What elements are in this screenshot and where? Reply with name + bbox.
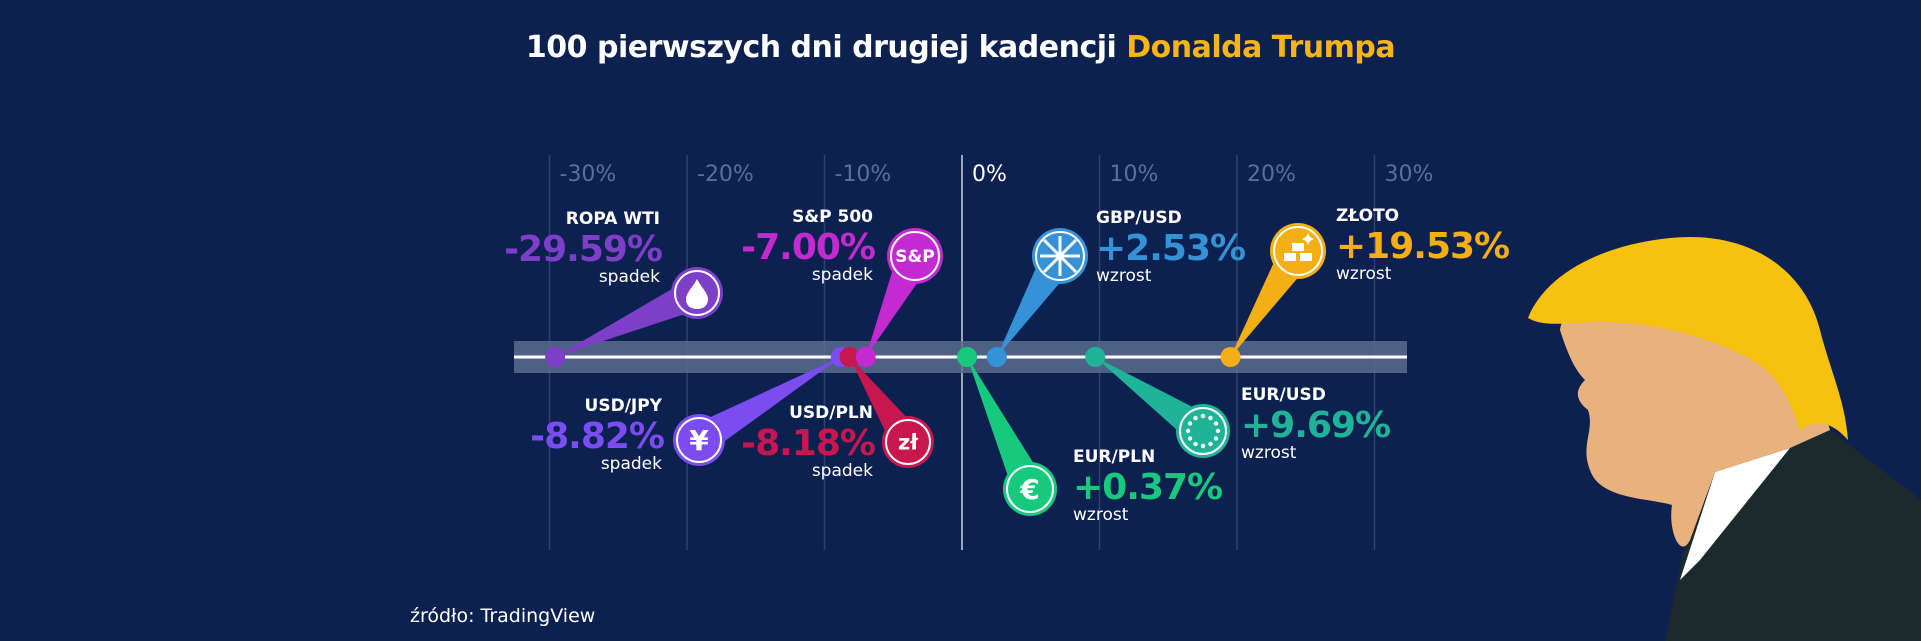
series-name: EUR/PLN bbox=[1073, 447, 1155, 467]
callout-ring bbox=[1006, 465, 1054, 513]
data-point bbox=[855, 347, 876, 367]
callout-ring bbox=[676, 417, 722, 463]
series-name: EUR/USD bbox=[1241, 385, 1326, 405]
series-name: ZŁOTO bbox=[1336, 206, 1399, 226]
direction-label: wzrost bbox=[1096, 266, 1152, 286]
direction-label: spadek bbox=[812, 461, 873, 481]
data-label: -7.00% bbox=[741, 227, 875, 268]
direction-label: wzrost bbox=[1241, 443, 1297, 463]
eu-stars-icon bbox=[1185, 413, 1221, 449]
callout-stem bbox=[690, 357, 841, 454]
series-name: S&P 500 bbox=[792, 207, 873, 227]
data-label: +0.37% bbox=[1073, 467, 1222, 508]
callout-badge bbox=[882, 416, 934, 468]
callout-badge bbox=[673, 414, 725, 466]
callout-badge bbox=[1003, 462, 1057, 516]
callout-stem bbox=[967, 357, 1046, 497]
series-name: USD/PLN bbox=[789, 403, 873, 423]
zloty-icon: zł bbox=[898, 431, 919, 455]
chart-title: 100 pierwszych dni drugiej kadencji Dona… bbox=[0, 30, 1921, 65]
icon-glyph: S&P bbox=[895, 247, 935, 267]
oil-drop-icon bbox=[686, 279, 708, 309]
data-point bbox=[1085, 347, 1106, 367]
icon-glyph: ¥ bbox=[689, 424, 709, 457]
data-point bbox=[986, 347, 1007, 367]
series-name: USD/JPY bbox=[585, 396, 663, 416]
callout-badge bbox=[1176, 404, 1230, 458]
data-label: -29.59% bbox=[504, 229, 662, 270]
tick-label: -30% bbox=[560, 162, 617, 187]
callout-ring bbox=[1035, 231, 1085, 281]
callout: S&P S&P 500-7.00%spadek bbox=[741, 207, 943, 367]
callout: € EUR/PLN+0.37%wzrost bbox=[957, 347, 1223, 525]
data-label: +2.53% bbox=[1096, 228, 1245, 269]
sp-icon: S&P bbox=[895, 247, 935, 267]
callout-ring bbox=[1179, 407, 1227, 455]
tick-labels: -30% -20% -10% 0% 10% 20% 30% bbox=[560, 162, 1434, 187]
data-point bbox=[839, 347, 860, 367]
data-point bbox=[545, 347, 566, 367]
callout-stem bbox=[555, 278, 704, 357]
uk-flag-icon bbox=[1040, 236, 1080, 276]
tick-label: 10% bbox=[1110, 162, 1159, 187]
callout-ring bbox=[674, 270, 720, 316]
direction-label: spadek bbox=[812, 265, 873, 285]
data-label: +9.69% bbox=[1241, 405, 1390, 446]
tick-label: 20% bbox=[1247, 162, 1296, 187]
icon-glyph: € bbox=[1019, 473, 1039, 506]
euro-icon: € bbox=[1019, 473, 1039, 506]
callout: ZŁOTO+19.53%wzrost bbox=[1220, 206, 1510, 367]
callout-ring bbox=[890, 231, 940, 281]
series-name: GBP/USD bbox=[1096, 208, 1182, 228]
callout: EUR/USD+9.69%wzrost bbox=[1085, 347, 1391, 463]
callout-ring bbox=[885, 419, 931, 465]
callout-badge bbox=[887, 228, 943, 284]
source-note: źródło: TradingView bbox=[410, 605, 596, 627]
data-label: +19.53% bbox=[1336, 226, 1509, 267]
direction-label: wzrost bbox=[1336, 264, 1392, 284]
tick-label: -20% bbox=[697, 162, 754, 187]
yen-icon: ¥ bbox=[689, 424, 709, 457]
tick-label: 30% bbox=[1385, 162, 1434, 187]
tick-label: 0% bbox=[972, 162, 1007, 187]
trump-silhouette bbox=[1528, 236, 1921, 641]
callout-ring bbox=[1273, 226, 1323, 276]
direction-label: spadek bbox=[599, 267, 660, 287]
series-name: ROPA WTI bbox=[566, 209, 660, 229]
callout: ¥ USD/JPY-8.82%spadek bbox=[530, 347, 851, 474]
callout: ROPA WTI-29.59%spadek bbox=[504, 209, 723, 367]
data-label: -8.82% bbox=[530, 416, 664, 457]
direction-label: spadek bbox=[601, 454, 662, 474]
tick-label: -10% bbox=[835, 162, 892, 187]
title-main: 100 pierwszych dni drugiej kadencji bbox=[525, 30, 1127, 65]
callouts: ROPA WTI-29.59%spadek¥USD/JPY-8.82%spade… bbox=[504, 206, 1510, 525]
data-label: -8.18% bbox=[741, 423, 875, 464]
data-point bbox=[957, 347, 978, 367]
callout: GBP/USD+2.53%wzrost bbox=[986, 208, 1246, 367]
icon-glyph: zł bbox=[898, 431, 919, 455]
gold-bars-icon bbox=[1284, 233, 1314, 261]
callout: zł USD/PLN-8.18%spadek bbox=[741, 347, 934, 481]
data-point bbox=[1220, 347, 1241, 367]
title-highlight: Donalda Trumpa bbox=[1126, 30, 1396, 65]
direction-label: wzrost bbox=[1073, 505, 1129, 525]
